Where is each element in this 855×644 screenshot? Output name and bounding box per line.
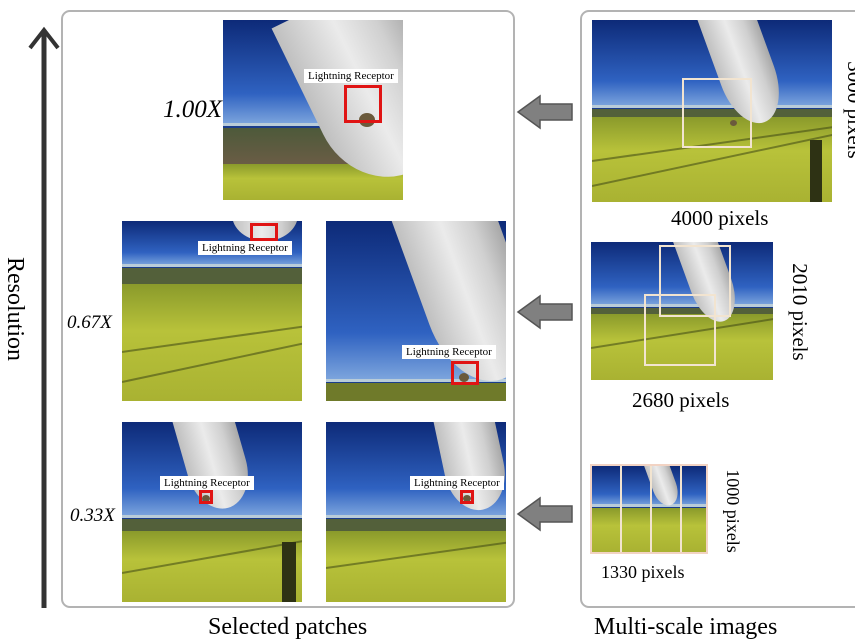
image-4000 xyxy=(592,20,832,202)
patch-067x-b: Lightning Receptor xyxy=(326,221,506,401)
receptor-label: Lightning Receptor xyxy=(304,69,398,83)
patch-box xyxy=(644,294,716,366)
image-2680-height-label: 2010 pixels xyxy=(788,263,812,361)
patch-033x-b: Lightning Receptor xyxy=(326,422,506,602)
receptor-box xyxy=(199,490,213,504)
image-1330 xyxy=(590,464,708,554)
receptor-box xyxy=(344,85,382,123)
image-4000-width-label: 4000 pixels xyxy=(671,206,769,230)
right-panel-caption: Multi-scale images xyxy=(594,614,778,640)
receptor-label: Lightning Receptor xyxy=(198,241,292,255)
image-1330-height-label: 1000 pixels xyxy=(723,469,743,553)
receptor-label: Lightning Receptor xyxy=(402,345,496,359)
receptor-label: Lightning Receptor xyxy=(160,476,254,490)
left-panel-caption: Selected patches xyxy=(208,614,368,640)
receptor-box xyxy=(451,361,479,385)
scale-label-1x: 1.00X xyxy=(163,96,223,123)
receptor-box xyxy=(250,223,278,241)
image-2680-width-label: 2680 pixels xyxy=(632,388,730,412)
patch-box xyxy=(682,78,752,148)
patch-067x-a: Lightning Receptor xyxy=(122,221,302,401)
resolution-axis-label: Resolution xyxy=(2,256,28,361)
image-2680 xyxy=(591,242,773,380)
patch-1x: Lightning Receptor xyxy=(223,20,403,200)
resolution-arrow xyxy=(28,26,60,608)
image-4000-height-label: 3000 pixels xyxy=(843,61,855,159)
arrow-small xyxy=(516,496,573,532)
arrow-medium xyxy=(516,294,573,330)
patch-033x-a: Lightning Receptor xyxy=(122,422,302,602)
scale-label-033x: 0.33X xyxy=(70,505,115,526)
receptor-box xyxy=(460,490,474,504)
scale-label-067x: 0.67X xyxy=(67,312,112,333)
receptor-label: Lightning Receptor xyxy=(410,476,504,490)
image-1330-width-label: 1330 pixels xyxy=(601,562,685,582)
patch-box xyxy=(659,245,731,317)
arrow-large xyxy=(516,94,573,130)
